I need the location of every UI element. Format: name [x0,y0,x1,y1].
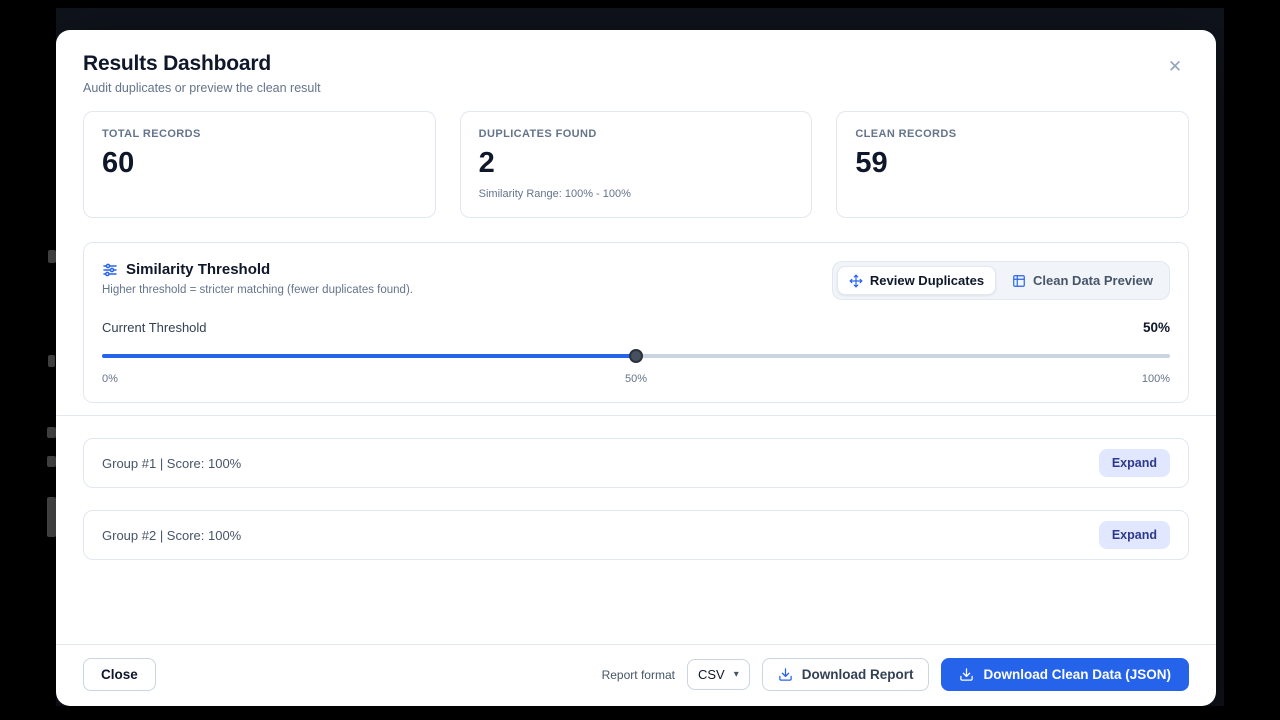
slider-mid-label: 50% [624,373,648,385]
slider-scale-labels: 0% 50% 100% [102,373,1170,386]
download-icon [778,667,793,682]
stat-value: 60 [102,147,135,179]
stat-subtext [102,188,417,201]
modal-footer: Close Report format CSV ▾ Download Repor… [56,644,1216,706]
expand-group-button[interactable]: Expand [1098,521,1170,549]
stat-card-duplicates-found: DUPLICATES FOUND 2 Similarity Range: 100… [459,111,813,218]
stat-value: 2 [478,147,495,179]
slider-min-label: 0% [102,373,118,385]
threshold-title: Similarity Threshold [126,261,271,278]
results-dashboard-modal: Results Dashboard Audit duplicates or pr… [56,30,1216,706]
download-clean-data-label: Download Clean Data (JSON) [983,667,1171,682]
similarity-threshold-card: Similarity Threshold Higher threshold = … [83,242,1189,403]
group-label: Group #2 | Score: 100% [102,527,242,543]
expand-group-button[interactable]: Expand [1098,449,1170,477]
download-clean-data-button[interactable]: Download Clean Data (JSON) [941,658,1189,691]
review-duplicates-tab[interactable]: Review Duplicates [836,266,997,295]
threshold-slider[interactable] [102,349,1170,363]
stat-label: CLEAN RECORDS [855,128,957,140]
format-select[interactable]: CSV ▾ [686,659,750,690]
clean-data-preview-tab[interactable]: Clean Data Preview [1000,266,1165,295]
view-toggle-group: Review Duplicates Clean Data Preview [831,261,1170,300]
stat-subtext: Similarity Range: 100% - 100% [478,188,631,200]
chevron-down-icon: ▾ [733,669,739,680]
stat-label: DUPLICATES FOUND [478,128,597,140]
background-artifact [48,250,56,263]
duplicate-group-row: Group #1 | Score: 100% Expand [83,438,1189,488]
close-icon[interactable]: ✕ [1164,56,1186,78]
page-subtitle: Audit duplicates or preview the clean re… [83,81,321,95]
slider-fill [102,354,636,358]
tab-label: Clean Data Preview [1033,273,1153,288]
stat-value: 59 [855,147,888,179]
stat-card-clean-records: CLEAN RECORDS 59 [836,111,1189,218]
slider-max-label: 100% [1141,373,1170,385]
download-icon [959,667,974,682]
background-artifact [47,456,56,467]
section-divider [56,415,1216,416]
sliders-icon [102,262,118,278]
move-arrows-icon [849,274,863,288]
modal-header: Results Dashboard Audit duplicates or pr… [83,52,1189,95]
report-format-label: Report format [601,667,675,682]
stats-row: TOTAL RECORDS 60 DUPLICATES FOUND 2 Simi… [83,111,1189,218]
threshold-description: Higher threshold = stricter matching (fe… [102,284,413,296]
download-report-label: Download Report [801,667,914,682]
close-button[interactable]: Close [83,658,156,691]
table-icon [1012,274,1026,288]
stat-label: TOTAL RECORDS [102,128,201,140]
background-artifact [47,427,56,438]
group-label: Group #1 | Score: 100% [102,455,242,471]
download-report-button[interactable]: Download Report [761,658,930,691]
slider-thumb[interactable] [629,349,643,363]
tab-label: Review Duplicates [869,273,985,288]
format-select-value: CSV [697,667,725,682]
current-threshold-value: 50% [1142,320,1170,335]
background-artifact [48,355,55,367]
stat-subtext [855,188,1170,201]
duplicate-group-row: Group #2 | Score: 100% Expand [83,510,1189,560]
duplicate-groups-list: Group #1 | Score: 100% Expand Group #2 |… [56,416,1216,644]
current-threshold-label: Current Threshold [102,320,207,335]
stat-card-total-records: TOTAL RECORDS 60 [83,111,436,218]
page-title: Results Dashboard [83,52,271,75]
background-artifact [47,497,56,537]
